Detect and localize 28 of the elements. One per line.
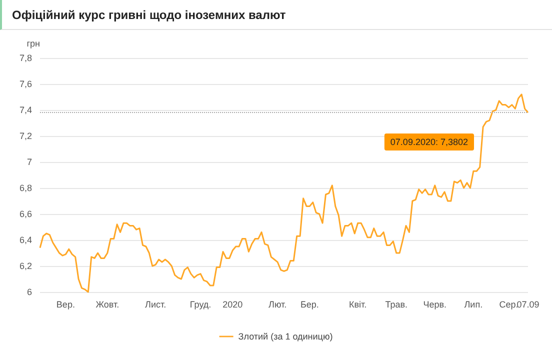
x-tick-label: Вер. [56, 300, 75, 310]
x-tick-label: Жовт. [96, 300, 120, 310]
y-tick-label: 7,6 [19, 79, 32, 89]
chart-title: Офіційний курс гривні щодо іноземних валют [0, 0, 552, 30]
x-tick-label: Груд. [190, 300, 212, 310]
y-tick-label: 6 [26, 287, 32, 297]
y-tick-label: 7,4 [19, 105, 32, 115]
y-tick-label: 6,8 [19, 183, 32, 193]
y-tick-label: 7 [26, 157, 32, 167]
y-tick-label: 7,8 [19, 53, 32, 63]
x-tick-label: 07.09 [516, 300, 540, 310]
x-tick-label: Лист. [145, 300, 166, 310]
x-tick-label: Трав. [385, 300, 408, 310]
y-tick-label: 6,2 [19, 261, 32, 271]
x-tick-label: Квіт. [349, 300, 367, 310]
x-tick-label: Черв. [423, 300, 447, 310]
x-tick-label: Лип. [464, 300, 483, 310]
y-tick-label: 7,2 [19, 131, 32, 141]
x-tick-label: Лют. [268, 300, 287, 310]
line-series [39, 94, 529, 293]
y-tick-label: 6,6 [19, 209, 32, 219]
x-tick-label: 2020 [222, 300, 243, 310]
y-tick-label: 6,4 [19, 235, 32, 245]
y-axis-title: грн [26, 38, 40, 48]
legend-label: Злотий (за 1 одиницю) [238, 332, 333, 342]
x-tick-label: Бер. [300, 300, 319, 310]
x-tick-label: Сер. [499, 300, 518, 310]
annotation: 07.09.2020: 7,3802 [390, 137, 468, 147]
